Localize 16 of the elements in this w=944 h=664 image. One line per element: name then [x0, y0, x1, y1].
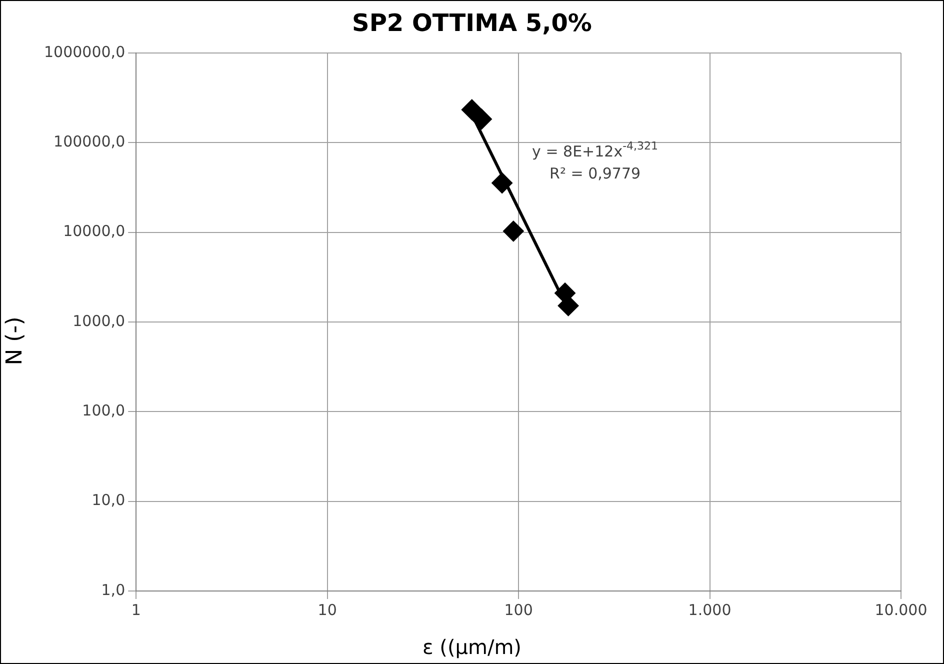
x-tick-label: 10: [318, 600, 337, 619]
y-tick-label: 10,0: [92, 491, 126, 510]
x-tick-label: 10.000: [874, 600, 928, 619]
y-tick-label: 100,0: [82, 402, 126, 420]
y-tick-label: 10000,0: [63, 222, 126, 240]
chart-title: SP2 OTTIMA 5,0%: [351, 9, 593, 37]
annotation: R² = 0,9779: [550, 164, 641, 182]
y-axis-title: N (-): [2, 316, 28, 366]
x-tick-label: 100: [504, 600, 533, 619]
x-tick-label: 1: [131, 600, 141, 619]
y-tick-label: 1,0: [101, 580, 126, 599]
y-tick-label: 1000000,0: [44, 42, 126, 61]
x-axis-title: ε ((µm/m): [421, 635, 522, 659]
y-tick-label: 100000,0: [54, 132, 126, 151]
y-tick-label: 1000,0: [72, 312, 126, 330]
x-tick-label: 1.000: [688, 600, 732, 619]
